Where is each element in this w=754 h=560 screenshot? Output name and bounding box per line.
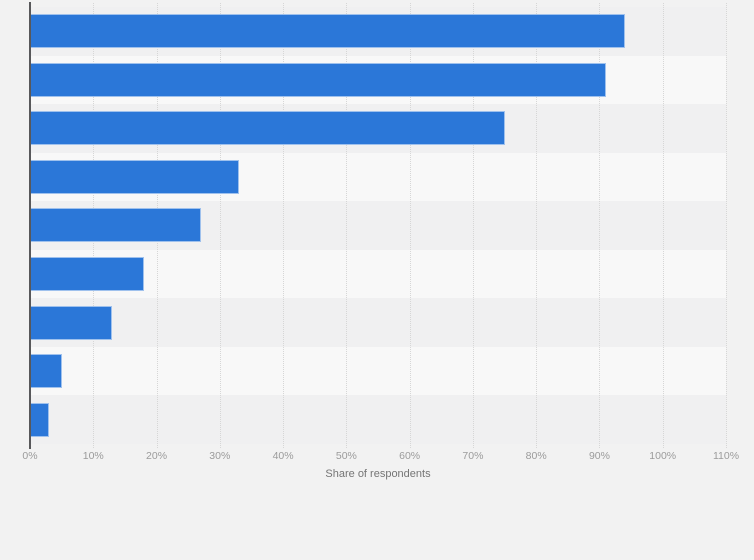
chart-row: [30, 55, 726, 105]
bar: [30, 208, 201, 243]
vertical-gridline: [726, 3, 727, 448]
bar: [30, 257, 144, 291]
vertical-gridline: [536, 3, 538, 448]
x-tick-label: 90%: [588, 450, 610, 462]
x-axis: 0% 10% 20% 30% 40% 50% 60% 70% 80% 90% 100% 110%: [22, 449, 739, 463]
bar: [30, 402, 49, 437]
x-tick-label: 30%: [209, 450, 231, 462]
x-tick-label: 60%: [399, 450, 421, 462]
chart-row: [30, 249, 726, 299]
bar: [30, 305, 113, 340]
x-tick-label: 110%: [712, 450, 740, 462]
x-tick-label: 20%: [146, 450, 168, 462]
plot-area: [29, 2, 727, 449]
bar: [30, 62, 606, 97]
vertical-gridline: [472, 3, 474, 448]
chart-row: [30, 7, 726, 56]
x-tick-label: 100%: [649, 450, 677, 462]
vertical-gridline: [599, 3, 601, 448]
chart-row: [30, 346, 726, 396]
vertical-gridline: [219, 3, 221, 448]
chart-row: [30, 201, 726, 250]
bar: [30, 14, 625, 49]
x-tick-label: 40%: [272, 450, 294, 462]
chart-row: [30, 395, 726, 444]
vertical-gridline: [662, 3, 664, 448]
chart-row: [30, 104, 726, 153]
vertical-gridline: [409, 3, 411, 448]
chart-row: [30, 298, 726, 347]
x-tick-label: 70%: [462, 450, 484, 462]
bar: [30, 159, 239, 194]
bar: [30, 111, 505, 146]
x-tick-label: 0%: [22, 450, 38, 462]
x-tick-label: 50%: [335, 450, 357, 462]
vertical-gridline: [283, 3, 285, 448]
vertical-gridline: [346, 3, 348, 448]
x-axis-title: Share of respondents: [325, 468, 431, 480]
x-tick-label: 80%: [525, 450, 547, 462]
chart-row: [30, 152, 726, 202]
x-tick-label: 10%: [82, 450, 104, 462]
y-axis-line: [29, 2, 31, 449]
bar: [30, 354, 62, 389]
